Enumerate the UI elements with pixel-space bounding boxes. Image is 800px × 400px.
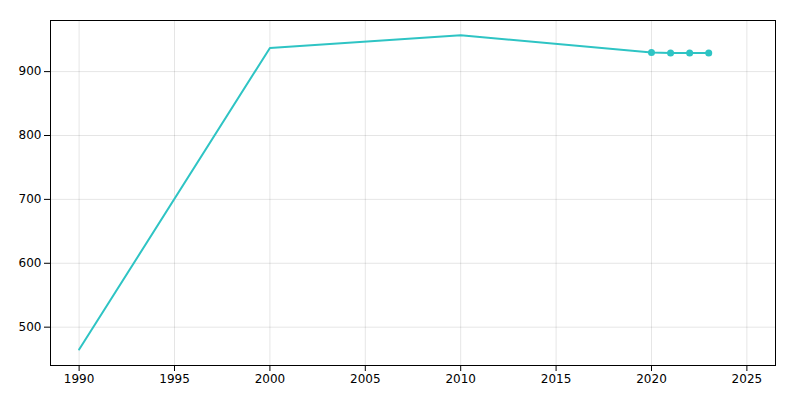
svg-text:2000: 2000 bbox=[255, 372, 286, 386]
svg-text:500: 500 bbox=[19, 320, 42, 334]
svg-text:2020: 2020 bbox=[636, 372, 667, 386]
svg-text:2010: 2010 bbox=[445, 372, 476, 386]
svg-text:1990: 1990 bbox=[64, 372, 95, 386]
svg-text:1995: 1995 bbox=[159, 372, 190, 386]
svg-text:2015: 2015 bbox=[541, 372, 572, 386]
svg-text:600: 600 bbox=[19, 256, 42, 270]
svg-text:2025: 2025 bbox=[732, 372, 763, 386]
svg-text:2005: 2005 bbox=[350, 372, 381, 386]
svg-text:800: 800 bbox=[19, 128, 42, 142]
svg-text:700: 700 bbox=[19, 192, 42, 206]
svg-text:900: 900 bbox=[19, 64, 42, 78]
